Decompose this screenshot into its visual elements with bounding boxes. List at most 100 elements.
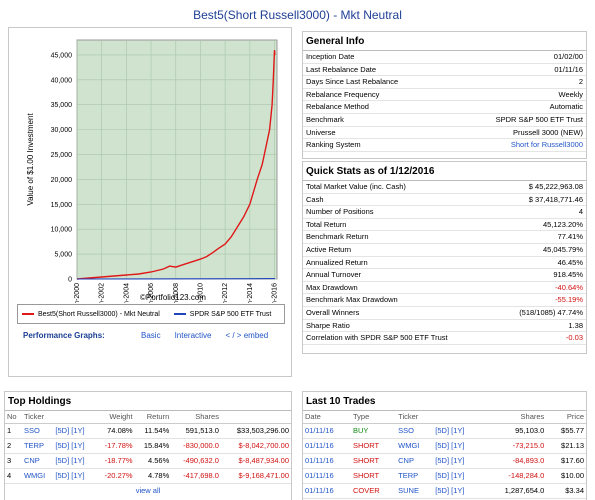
general-info-row: Universe Prussell 3000 (NEW) (303, 127, 586, 140)
holding-shares: -417,698.0 (171, 468, 221, 484)
holding-chart-links[interactable]: [5D] [1Y] (53, 438, 95, 454)
general-info-row: Inception Date 01/02/00 (303, 51, 586, 64)
stat-key: Max Drawdown (306, 282, 358, 292)
trade-shares: -73,215.0 (482, 438, 547, 454)
trade-date-link[interactable]: 01/11/16 (303, 453, 352, 469)
info-key: Rebalance Method (306, 102, 369, 112)
quick-stats-row: Benchmark Max Drawdown -55.19% (303, 294, 586, 307)
stat-key: Overall Winners (306, 307, 360, 317)
top-holdings-title: Top Holdings (5, 392, 291, 411)
trade-chart-links[interactable]: [5D] [1Y] (433, 423, 483, 439)
trade-ticker-link[interactable]: WMGI (396, 438, 434, 454)
general-info-panel: General Info Inception Date 01/02/00 Last … (302, 31, 587, 159)
trade-ticker-link[interactable]: CNP (396, 453, 434, 469)
ranking-system-link[interactable]: Short for Russell3000 (510, 140, 583, 150)
trade-price: $21.13 (546, 438, 586, 454)
y-tick-label: 5,000 (54, 252, 72, 259)
holding-ticker-link[interactable]: CNP (21, 453, 54, 469)
plot-area (76, 39, 278, 280)
performance-graphs-row: Performance Graphs: Basic Interactive < … (23, 331, 289, 340)
holding-ticker-link[interactable]: WMGI (21, 468, 54, 484)
trade-chart-links[interactable]: [5D] [1Y] (433, 453, 483, 469)
holding-no: 1 (5, 423, 22, 439)
table-row: 01/11/16 COVER SUNE [5D] [1Y] 1,287,654.0 $3.… (303, 483, 586, 499)
last-trades-table: Date Type Ticker Shares Price 01/11/16 BUY SSO… (303, 411, 586, 499)
top-holdings-table: No Ticker Weight Return Shares 1 SSO [5D] [1Y]… (5, 411, 291, 484)
stat-value: 918.45% (553, 270, 583, 280)
quick-stats-row: Active Return 45,045.79% (303, 244, 586, 257)
holding-ticker-link[interactable]: TERP (21, 438, 54, 454)
trades-header: Ticker (396, 411, 434, 424)
stat-value: -0.03 (565, 333, 583, 343)
holdings-header: Return (134, 411, 172, 424)
trade-ticker-link[interactable]: SUNE (396, 483, 434, 499)
quick-stats-row: Number of Positions 4 (303, 206, 586, 219)
holding-return: 4.78% (134, 468, 172, 484)
trade-chart-links[interactable]: [5D] [1Y] (433, 468, 483, 484)
general-info-row: Last Rebalance Date 01/11/16 (303, 64, 586, 77)
y-axis-label: Value of $1.00 Investment (26, 113, 35, 206)
holding-value: $-8,487,934.00 (220, 453, 291, 469)
holding-chart-links[interactable]: [5D] [1Y] (53, 423, 95, 439)
stat-value: 45,123.20% (542, 219, 583, 229)
table-row: 3 CNP [5D] [1Y] -18.77% 4.56% -490,632.0 $-8,4… (5, 453, 291, 469)
legend-entry: SPDR S&P 500 ETF Trust (189, 310, 272, 318)
holdings-header: Shares (171, 411, 221, 424)
interactive-graph-link[interactable]: Interactive (174, 331, 212, 340)
y-tick-label: 25,000 (51, 152, 73, 159)
x-tick-label: Jan-2002 (99, 283, 106, 303)
trade-date-link[interactable]: 01/11/16 (303, 438, 352, 454)
quick-stats-row: Max Drawdown -40.64% (303, 282, 586, 295)
x-tick-label: Jan-2014 (247, 283, 254, 303)
holding-value: $-9,168,471.00 (220, 468, 291, 484)
trade-chart-links[interactable]: [5D] [1Y] (433, 483, 483, 499)
holding-ticker-link[interactable]: SSO (21, 423, 54, 439)
quick-stats-row: Total Market Value (inc. Cash) $ 45,222,9… (303, 181, 586, 194)
info-value: 01/02/00 (553, 52, 583, 61)
table-row: 4 WMGI [5D] [1Y] -20.27% 4.78% -417,698.0 $-9,… (5, 468, 291, 484)
view-all-holdings-link[interactable]: view all (135, 485, 161, 495)
trade-ticker-link[interactable]: TERP (396, 468, 434, 484)
trade-ticker-link[interactable]: SSO (396, 423, 434, 439)
trade-price: $55.77 (546, 423, 586, 439)
quick-stats-row: Annualized Return 46.45% (303, 257, 586, 270)
trade-date-link[interactable]: 01/11/16 (303, 468, 352, 484)
x-tick-label: Jan-2004 (123, 283, 130, 303)
chart-panel: 0 5,000 10,000 15,000 20,000 25,000 30,000 35,0… (8, 27, 292, 377)
stat-value: 46.45% (557, 257, 583, 267)
trade-chart-links[interactable]: [5D] [1Y] (433, 438, 483, 454)
y-tick-label: 35,000 (51, 102, 73, 109)
info-value: Automatic (549, 102, 583, 112)
performance-chart: 0 5,000 10,000 15,000 20,000 25,000 30,000 35,0… (26, 39, 279, 303)
trade-shares: -84,893.0 (482, 453, 547, 469)
trade-price: $3.34 (546, 483, 586, 499)
top-holdings-panel: Top Holdings No Ticker Weight Return Shares … (4, 391, 292, 500)
trade-shares: 1,287,654.0 (482, 483, 547, 499)
trade-type: SHORT (351, 453, 397, 469)
trade-type: SHORT (351, 468, 397, 484)
trade-price: $10.00 (546, 468, 586, 484)
stat-value: $ 45,222,963.08 (528, 182, 583, 191)
stat-value: $ 37,418,771.46 (528, 194, 583, 204)
stat-value: 1.38 (568, 320, 583, 330)
info-key: Ranking System (306, 140, 361, 150)
info-key: Rebalance Frequency (306, 89, 380, 99)
quick-stats-title: Quick Stats as of 1/12/2016 (303, 162, 586, 181)
holding-chart-links[interactable]: [5D] [1Y] (53, 468, 95, 484)
stat-value: 4 (578, 207, 583, 217)
trade-date-link[interactable]: 01/11/16 (303, 423, 352, 439)
stat-key: Total Return (306, 219, 347, 229)
table-row: 01/11/16 SHORT WMGI [5D] [1Y] -73,215.0 $21.1… (303, 438, 586, 454)
embed-graph-link[interactable]: < / > embed (225, 331, 269, 340)
x-tick-label: Jan-2008 (173, 283, 180, 303)
trade-type: COVER (351, 483, 397, 499)
stat-key: Benchmark Return (306, 232, 369, 242)
basic-graph-link[interactable]: Basic (141, 331, 161, 340)
stat-value: 45,045.79% (542, 244, 583, 254)
trade-date-link[interactable]: 01/11/16 (303, 483, 352, 499)
info-value: 2 (578, 77, 583, 87)
holdings-header: Weight (94, 411, 135, 424)
stat-value: 77.41% (557, 232, 583, 242)
table-row: 01/11/16 BUY SSO [5D] [1Y] 95,103.0 $55.77 (303, 423, 586, 439)
holding-chart-links[interactable]: [5D] [1Y] (53, 453, 95, 469)
